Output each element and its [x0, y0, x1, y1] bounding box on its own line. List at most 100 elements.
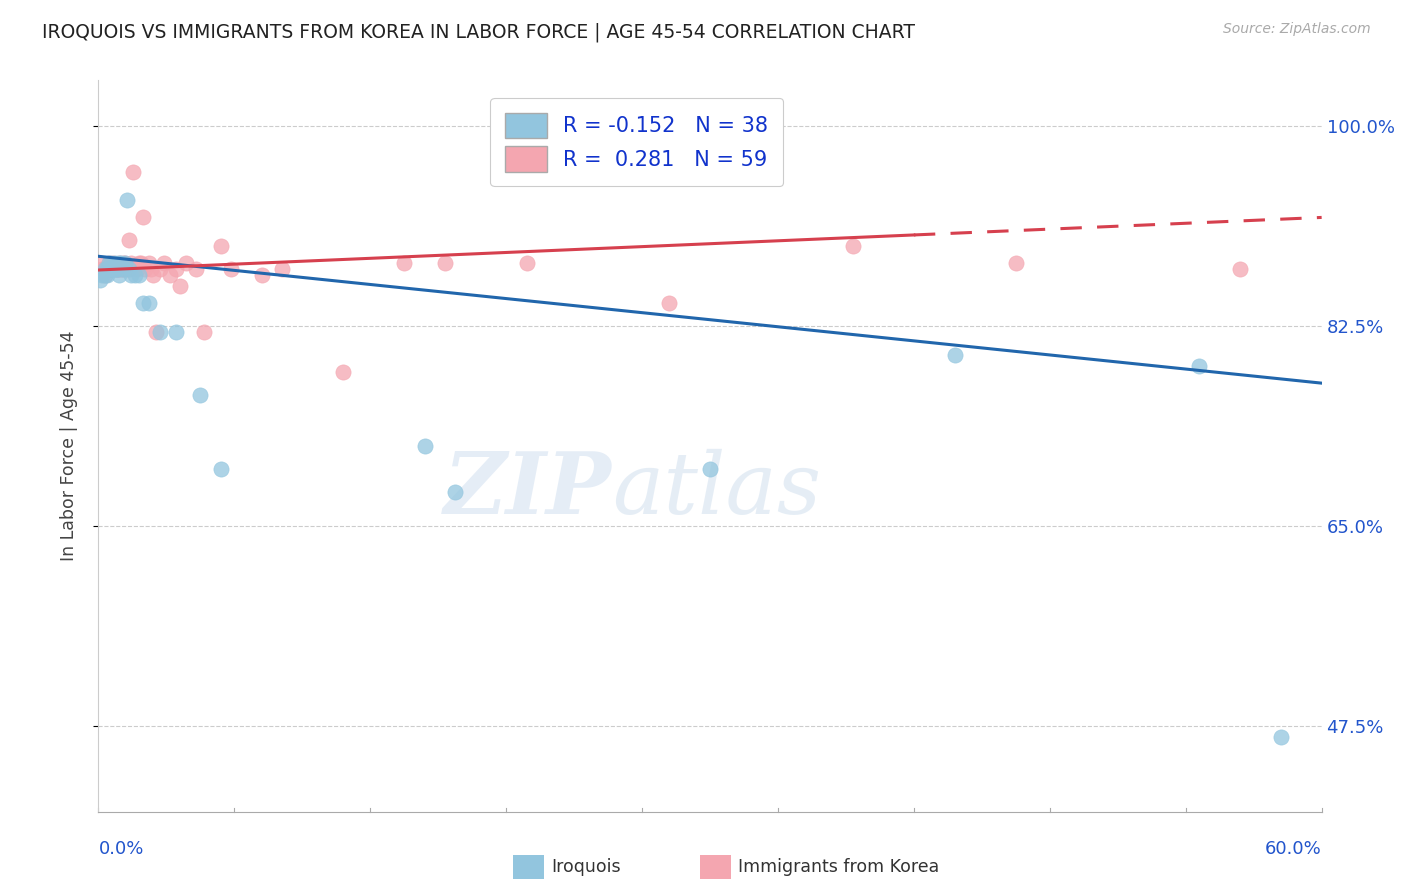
Point — [93, 261, 115, 276]
Point — [132, 211, 155, 225]
Point — [120, 256, 142, 270]
Point — [193, 325, 215, 339]
Point — [152, 256, 174, 270]
Point — [149, 325, 172, 339]
Point — [108, 256, 131, 270]
Point — [943, 347, 966, 362]
Point — [100, 256, 122, 270]
Point — [841, 239, 863, 253]
Text: IROQUOIS VS IMMIGRANTS FROM KOREA IN LABOR FORCE | AGE 45-54 CORRELATION CHART: IROQUOIS VS IMMIGRANTS FROM KOREA IN LAB… — [42, 22, 915, 42]
Point — [209, 462, 232, 476]
Text: 60.0%: 60.0% — [1265, 840, 1322, 858]
Text: 0.0%: 0.0% — [98, 840, 143, 858]
Point — [114, 256, 136, 270]
Point — [250, 268, 273, 282]
Point — [91, 268, 114, 282]
Point — [142, 268, 165, 282]
Text: Immigrants from Korea: Immigrants from Korea — [738, 858, 939, 876]
Point — [114, 256, 136, 270]
Point — [105, 261, 128, 276]
Point — [138, 256, 160, 270]
Text: atlas: atlas — [612, 449, 821, 532]
Point — [124, 261, 146, 276]
Point — [145, 325, 167, 339]
Point — [97, 261, 120, 276]
Point — [1270, 731, 1292, 745]
Point — [209, 239, 232, 253]
Point — [96, 261, 118, 276]
Point — [96, 261, 118, 276]
Point — [174, 256, 197, 270]
Y-axis label: In Labor Force | Age 45-54: In Labor Force | Age 45-54 — [59, 331, 77, 561]
Point — [91, 261, 114, 276]
Point — [159, 268, 181, 282]
Point — [96, 268, 118, 282]
Point — [118, 261, 141, 276]
Point — [89, 273, 111, 287]
Point — [165, 261, 187, 276]
Point — [169, 279, 191, 293]
Point — [108, 256, 131, 270]
Point — [104, 261, 127, 276]
Point — [100, 261, 122, 276]
Point — [120, 268, 142, 282]
Point — [141, 261, 163, 276]
Point — [111, 261, 134, 276]
Point — [122, 165, 145, 179]
Point — [138, 296, 160, 310]
Point — [100, 261, 122, 276]
Point — [101, 261, 124, 276]
Point — [93, 268, 115, 282]
Legend: R = -0.152   N = 38, R =  0.281   N = 59: R = -0.152 N = 38, R = 0.281 N = 59 — [491, 98, 783, 186]
Point — [128, 256, 150, 270]
Point — [149, 261, 172, 276]
Point — [93, 268, 115, 282]
Point — [115, 194, 138, 208]
Point — [110, 261, 132, 276]
Point — [97, 261, 120, 276]
Point — [108, 261, 131, 276]
Point — [658, 296, 681, 310]
Point — [111, 256, 134, 270]
Point — [124, 268, 146, 282]
Point — [108, 261, 131, 276]
Point — [413, 439, 436, 453]
Point — [332, 365, 354, 379]
Point — [118, 233, 141, 247]
Point — [134, 261, 156, 276]
Point — [186, 261, 208, 276]
Point — [1188, 359, 1211, 373]
Point — [115, 261, 138, 276]
Text: Source: ZipAtlas.com: Source: ZipAtlas.com — [1223, 22, 1371, 37]
Point — [97, 256, 120, 270]
Point — [111, 261, 134, 276]
Point — [118, 261, 141, 276]
Point — [132, 296, 155, 310]
Point — [110, 256, 132, 270]
Point — [1004, 256, 1026, 270]
Point — [165, 325, 187, 339]
Point — [104, 256, 127, 270]
Point — [516, 256, 538, 270]
Point — [114, 261, 136, 276]
Point — [188, 387, 212, 401]
Point — [96, 261, 118, 276]
Point — [105, 261, 128, 276]
Point — [444, 484, 467, 499]
Point — [1229, 261, 1251, 276]
Point — [93, 261, 115, 276]
Point — [101, 261, 124, 276]
Point — [219, 261, 242, 276]
Point — [105, 261, 128, 276]
Point — [128, 268, 150, 282]
Point — [270, 261, 294, 276]
Text: Iroquois: Iroquois — [551, 858, 621, 876]
Point — [89, 256, 111, 270]
Point — [104, 261, 127, 276]
Point — [108, 268, 131, 282]
Point — [392, 256, 416, 270]
Point — [101, 261, 124, 276]
Point — [97, 256, 120, 270]
Point — [434, 256, 457, 270]
Point — [699, 462, 721, 476]
